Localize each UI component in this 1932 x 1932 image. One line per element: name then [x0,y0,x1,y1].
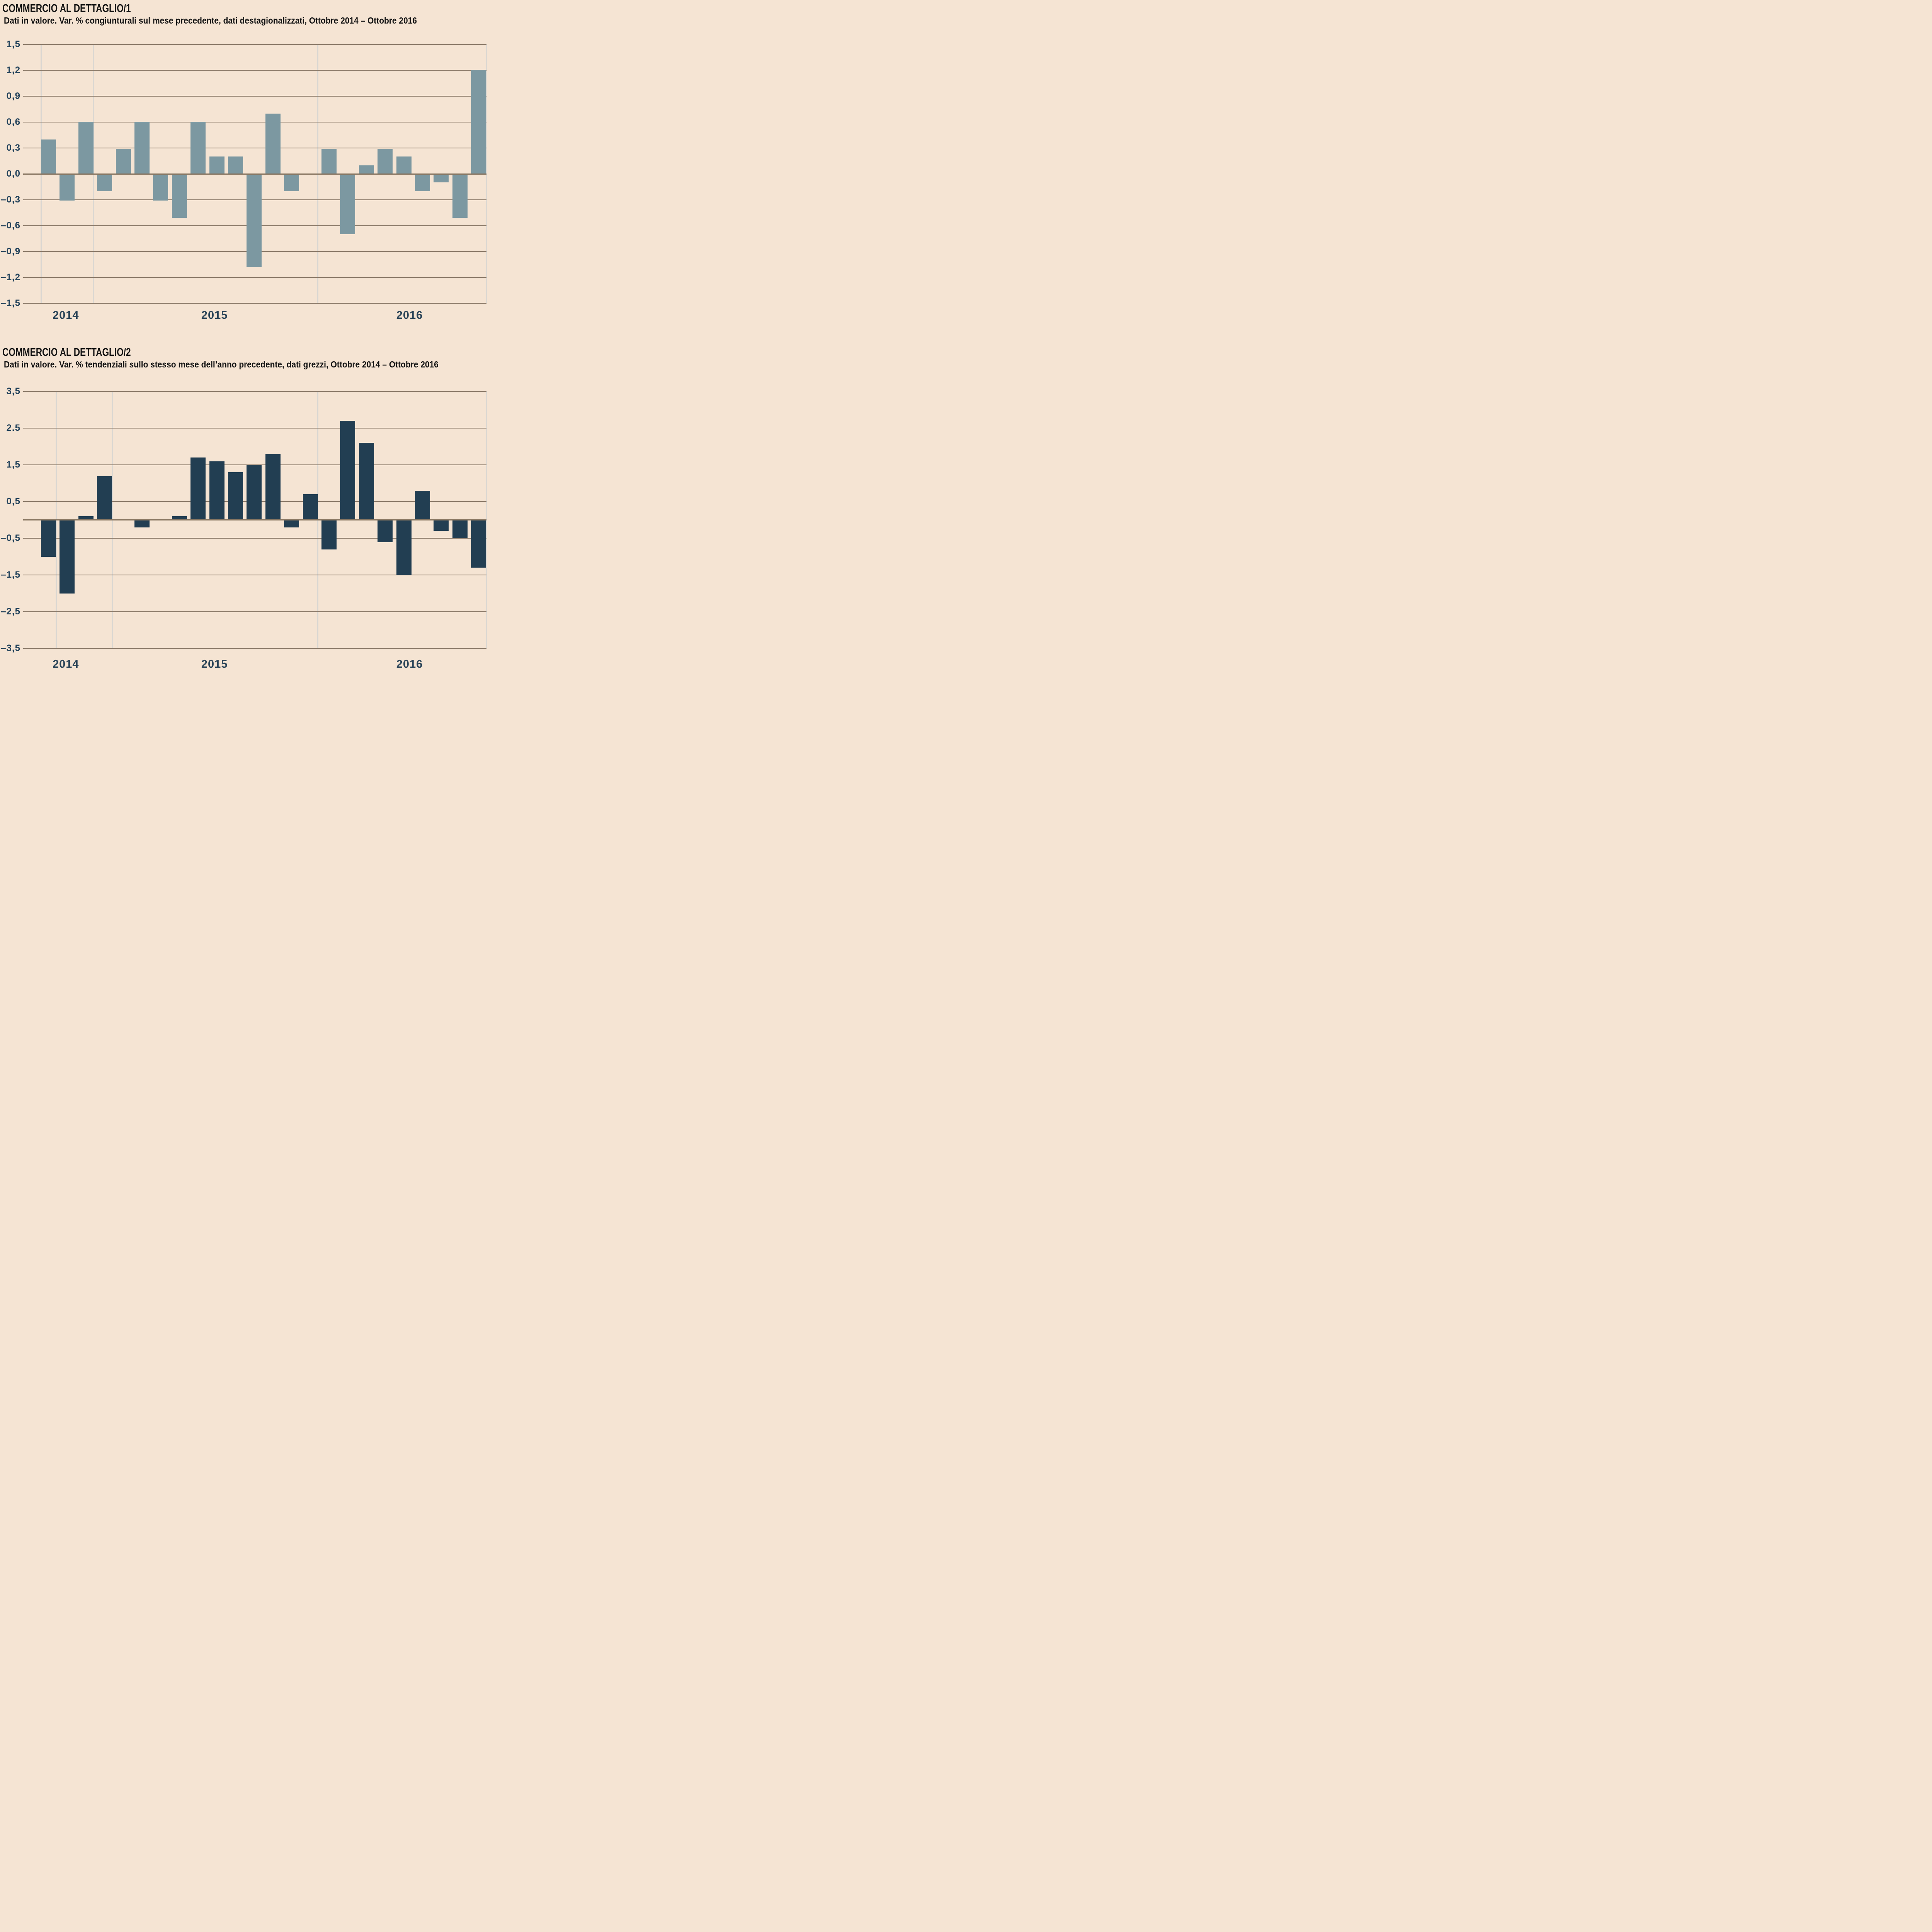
year-label-2014: 2014 [53,658,79,670]
y-tick-label: 0,6 [6,117,20,127]
year-label-2015: 2015 [201,658,228,670]
chart2-plot-wrapper: 3,5 2.5 1,5 0,5 –0,5 –1,5 –2,5 –3,5 [1,386,487,653]
y-tick-label: –1,5 [1,298,20,308]
gridline [23,303,486,304]
bar-column-24 [471,520,486,568]
year-label-2016: 2016 [396,658,423,670]
gridline [23,44,486,45]
bar-column-12 [247,465,262,520]
bar-column-14 [284,174,299,191]
bar-column-21 [415,174,430,191]
y-tick-label: –0,9 [1,246,20,257]
bar-column-19 [378,149,393,174]
y-tick-label: –0,6 [1,220,20,231]
chart1-title-text: COMMERCIO AL DETTAGLIO/1 [2,2,131,15]
y-tick-label: 0,9 [6,91,20,101]
bar-column-11 [228,472,243,520]
chart2-subtitle: Dati in valore. Var. % tendenziali sullo… [4,359,481,370]
gridline [23,648,486,649]
chart1-subtitle-text: Dati in valore. Var. % congiunturali sul… [4,15,417,26]
bar-column-14 [284,520,299,527]
y-tick-label: 3,5 [6,386,20,396]
chart1-plot-area [23,44,487,304]
bar-column-10 [209,156,224,174]
bar-column-1 [41,139,56,174]
year-label-2015: 2015 [201,309,228,321]
bar-column-1 [41,520,56,557]
chart2-title-text: COMMERCIO AL DETTAGLIO/2 [2,346,131,359]
gridline [23,391,486,392]
bar-column-18 [359,443,374,520]
gridline [23,277,486,278]
bar-column-20 [396,156,412,174]
bar-column-6 [134,520,150,527]
chart1-plot-wrapper: 1,5 1,2 0,9 0,6 0,3 0,0 –0,3 –0,6 –0,9 –1,2 –1,5 [1,39,487,308]
chart2-title: COMMERCIO AL DETTAGLIO/2 [2,346,167,359]
bar-column-7 [153,174,168,201]
y-tick-label: 1,2 [6,65,20,75]
y-tick-label: 0,5 [6,496,20,507]
bar-column-12 [247,174,262,267]
bar-column-15 [303,494,318,520]
bar-column-24 [471,70,486,174]
bar-column-9 [190,457,206,520]
bar-column-9 [190,122,206,174]
y-tick-label: –1,5 [1,570,20,580]
year-label-2014: 2014 [53,309,79,321]
bar-column-8 [172,174,187,218]
bar-column-11 [228,156,243,174]
chart2-x-axis-labels: 2014 2015 2016 [23,658,486,671]
y-tick-label: 1,5 [6,459,20,470]
bar-column-19 [378,520,393,542]
bar-column-4 [97,174,112,191]
bar-column-8 [172,516,187,520]
bar-column-6 [134,122,150,174]
chart1-title: COMMERCIO AL DETTAGLIO/1 [2,2,167,15]
bar-column-13 [265,113,281,174]
y-tick-label: –2,5 [1,606,20,617]
bar-column-2 [60,174,75,201]
y-tick-label: 0,3 [6,143,20,153]
year-label-2016: 2016 [396,309,423,321]
chart2-subtitle-text: Dati in valore. Var. % tendenziali sullo… [4,359,439,369]
gridline [23,96,486,97]
bar-column-16 [321,149,337,174]
chart1-subtitle: Dati in valore. Var. % congiunturali sul… [4,15,458,26]
chart2-plot-area [23,391,487,649]
bar-column-5 [116,149,131,174]
bar-column-4 [97,476,112,520]
chart1-y-axis-labels: 1,5 1,2 0,9 0,6 0,3 0,0 –0,3 –0,6 –0,9 –1,2 –1,5 [0,39,20,308]
bar-column-23 [452,174,468,218]
y-tick-label: 1,5 [6,39,20,49]
chart2-y-axis-labels: 3,5 2.5 1,5 0,5 –0,5 –1,5 –2,5 –3,5 [0,386,20,653]
bar-column-22 [434,520,449,531]
gridline [23,538,486,539]
bar-column-10 [209,461,224,520]
bar-column-23 [452,520,468,538]
y-tick-label: 0,0 [6,168,20,179]
zero-axis-line [23,519,486,520]
bar-column-3 [78,516,94,520]
bar-column-17 [340,421,355,520]
bar-column-13 [265,454,281,520]
bar-column-17 [340,174,355,235]
gridline [23,70,486,71]
y-tick-label: –0,5 [1,533,20,543]
y-tick-label: 2.5 [6,423,20,433]
bar-column-21 [415,490,430,520]
y-tick-label: –1,2 [1,272,20,282]
bar-column-3 [78,122,94,174]
bar-column-16 [321,520,337,549]
y-tick-label: –0,3 [1,194,20,205]
y-tick-label: –3,5 [1,643,20,653]
gridline [23,611,486,612]
zero-axis-line [23,173,486,175]
bar-column-22 [434,174,449,183]
bar-column-2 [60,520,75,594]
bar-column-18 [359,165,374,174]
infographic-page: COMMERCIO AL DETTAGLIO/1 Dati in valore.… [0,0,523,675]
chart1-x-axis-labels: 2014 2015 2016 [23,309,486,322]
bar-column-20 [396,520,412,575]
gridline [23,428,486,429]
